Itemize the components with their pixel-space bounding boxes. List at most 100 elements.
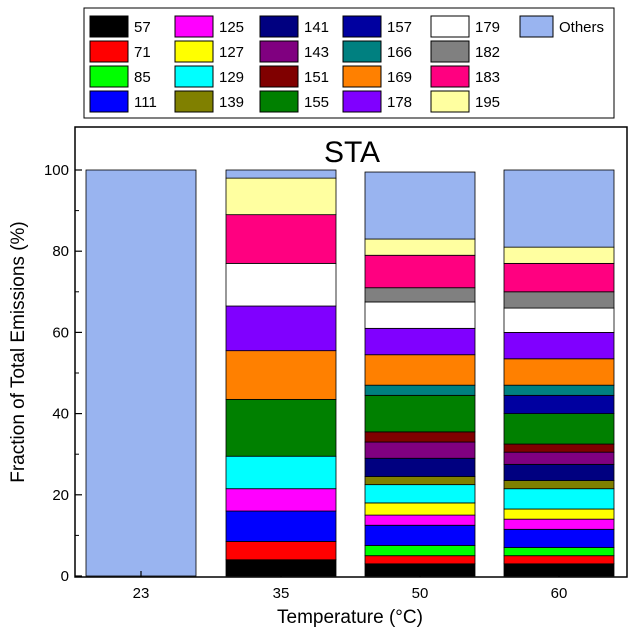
- bar-segment-178: [225, 305, 337, 352]
- legend-label: 169: [387, 69, 412, 86]
- bar-segment-151: [364, 431, 476, 443]
- bar-segment-143: [364, 441, 476, 459]
- bar-segment-169: [225, 350, 337, 400]
- legend-label: 71: [134, 44, 151, 61]
- legend-label: 183: [475, 69, 500, 86]
- bar-segment-179: [364, 301, 476, 329]
- x-tick-label: 60: [551, 585, 568, 602]
- bar-segment-183: [503, 262, 615, 293]
- bar-segment-178: [503, 331, 615, 360]
- legend-swatch: [174, 65, 214, 88]
- bar-segment-195: [225, 177, 337, 216]
- x-axis: 23 35 50 60: [133, 571, 568, 602]
- y-tick-label: 60: [52, 324, 69, 341]
- x-tick-label: 50: [412, 585, 429, 602]
- legend-label: 157: [387, 19, 412, 36]
- legend-label: 125: [219, 19, 244, 36]
- legend: 57 71 85 111 125 127 129 139 141 143 151 155 157 166 1…: [83, 7, 615, 119]
- bar-segment-179: [225, 262, 337, 307]
- legend-label: 141: [304, 19, 329, 36]
- bar-segment-179: [503, 307, 615, 333]
- legend-swatch: [89, 40, 129, 63]
- bar-segment-151: [503, 443, 615, 453]
- legend-swatch: [259, 40, 299, 63]
- legend-swatch: [174, 40, 214, 63]
- legend-label: 195: [475, 94, 500, 111]
- bar-segment-111: [503, 528, 615, 548]
- bar-segment-Others: [364, 171, 476, 240]
- bar-segment-155: [225, 398, 337, 457]
- legend-swatch: [89, 15, 129, 38]
- legend-swatch: [259, 65, 299, 88]
- y-tick-label: 40: [52, 406, 69, 423]
- legend-label: 129: [219, 69, 244, 86]
- bar-segment-127: [503, 508, 615, 520]
- y-tick-label: 20: [52, 487, 69, 504]
- bar-segment-139: [503, 480, 615, 490]
- x-axis-title: Temperature (°C): [277, 607, 423, 628]
- legend-swatch: [430, 65, 470, 88]
- legend-swatch: [430, 15, 470, 38]
- legend-swatch: [342, 65, 382, 88]
- x-tick-label: 35: [273, 585, 290, 602]
- bar-segment-183: [225, 214, 337, 264]
- bar-segment-183: [364, 254, 476, 289]
- bar-segment-155: [364, 394, 476, 433]
- bar-segment-129: [225, 455, 337, 490]
- x-tick-label: 23: [133, 585, 150, 602]
- bar-segment-Others: [85, 169, 197, 577]
- legend-label: 127: [219, 44, 244, 61]
- legend-label: 85: [134, 69, 151, 86]
- bar-segment-141: [364, 457, 476, 477]
- bar-segment-125: [503, 518, 615, 530]
- bar-segment-195: [364, 238, 476, 256]
- bar-segment-Others: [503, 169, 615, 248]
- bar-segment-129: [503, 488, 615, 510]
- bar-segment-111: [364, 524, 476, 546]
- legend-swatch: [430, 90, 470, 113]
- legend-label: 182: [475, 44, 500, 61]
- legend-swatch: [89, 65, 129, 88]
- legend-label: 155: [304, 94, 329, 111]
- bar-segment-169: [364, 354, 476, 386]
- legend-swatch: [519, 15, 554, 38]
- bar-segment-139: [364, 476, 476, 486]
- bar-segment-166: [364, 384, 476, 396]
- bar-segment-Others: [225, 169, 337, 179]
- legend-swatch: [259, 15, 299, 38]
- legend-swatch: [259, 90, 299, 113]
- plot-frame: [74, 126, 628, 578]
- legend-swatch: [342, 90, 382, 113]
- bar-segment-178: [364, 327, 476, 356]
- legend-swatch: [174, 90, 214, 113]
- legend-label: 151: [304, 69, 329, 86]
- legend-label: 178: [387, 94, 412, 111]
- bar-segment-195: [503, 246, 615, 264]
- bar-segment-143: [503, 451, 615, 465]
- legend-swatch: [430, 40, 470, 63]
- bar-segment-166: [503, 384, 615, 396]
- bar-segment-169: [503, 358, 615, 386]
- bar-segment-125: [225, 488, 337, 512]
- bar-segment-182: [503, 291, 615, 309]
- bar-segment-85: [503, 547, 615, 557]
- bar-segment-71: [364, 555, 476, 565]
- bar-segment-127: [364, 502, 476, 516]
- legend-label: 179: [475, 19, 500, 36]
- y-axis: 0 20 40 60 80 100: [44, 162, 82, 585]
- legend-swatch: [342, 40, 382, 63]
- legend-label: Others: [559, 19, 604, 36]
- chart-title: STA: [324, 136, 380, 169]
- bar-segment-111: [225, 510, 337, 542]
- bar-segment-129: [364, 484, 476, 504]
- bar-segment-155: [503, 413, 615, 445]
- legend-label: 111: [134, 94, 157, 111]
- bar-segment-141: [503, 463, 615, 481]
- legend-swatch: [342, 15, 382, 38]
- legend-label: 166: [387, 44, 412, 61]
- legend-label: 143: [304, 44, 329, 61]
- bar-segment-71: [503, 555, 615, 565]
- legend-swatch: [89, 90, 129, 113]
- legend-swatch: [174, 15, 214, 38]
